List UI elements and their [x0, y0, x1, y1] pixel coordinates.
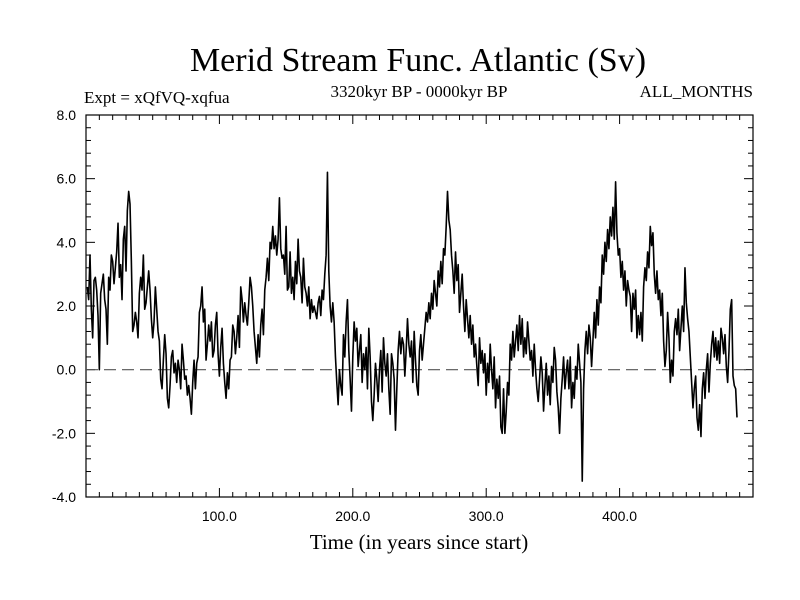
- series-line: [86, 171, 738, 482]
- y-tick-label: 2.0: [57, 298, 77, 314]
- x-tick-label: 400.0: [602, 508, 637, 524]
- x-tick-label: 100.0: [202, 508, 237, 524]
- plot-area: 100.0 200.0 300.0 400.0 -4.0 -2.0 0.0 2.0 4.0 6.0…: [52, 107, 754, 524]
- months-label: ALL_MONTHS: [640, 82, 753, 101]
- chart-title: Merid Stream Func. Atlantic (Sv): [190, 42, 646, 79]
- time-range-label: 3320kyr BP - 0000kyr BP: [331, 82, 508, 101]
- y-tick-label: 8.0: [57, 107, 77, 123]
- y-tick-label: 6.0: [57, 171, 77, 187]
- y-tick-label: -4.0: [52, 489, 76, 505]
- y-tick-label: 4.0: [57, 234, 77, 250]
- y-tick-label: 0.0: [57, 362, 77, 378]
- y-tick-label: -2.0: [52, 425, 76, 441]
- x-tick-label: 200.0: [335, 508, 370, 524]
- plot-frame: [85, 114, 754, 498]
- experiment-label: Expt = xQfVQ-xqfua: [84, 88, 230, 107]
- x-tick-label: 300.0: [469, 508, 504, 524]
- x-axis-label: Time (in years since start): [310, 530, 529, 554]
